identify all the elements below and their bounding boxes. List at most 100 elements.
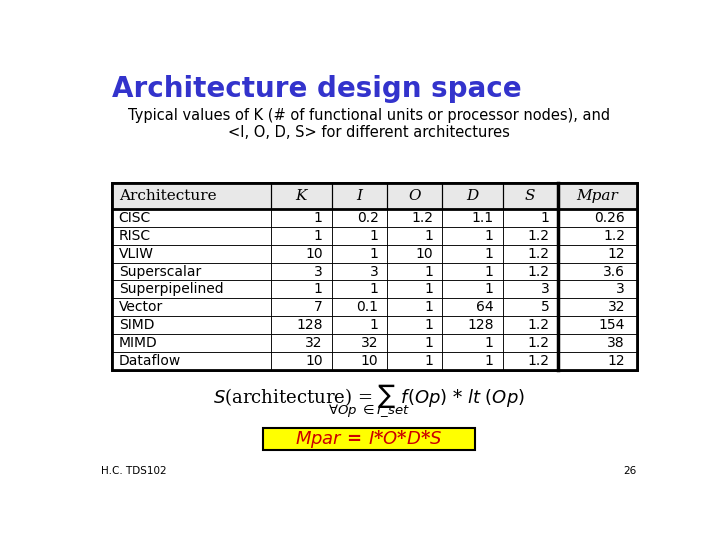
Bar [112,245,271,262]
Bar [503,316,557,334]
Text: SIMD: SIMD [119,319,154,333]
Bar [112,245,271,262]
Text: 1.2: 1.2 [527,228,549,242]
Text: 1.2: 1.2 [527,319,549,333]
Bar [557,208,637,227]
Text: 26: 26 [624,465,637,476]
Bar [441,227,503,245]
Text: 12: 12 [608,247,625,260]
Bar [503,183,557,208]
Bar [441,280,503,299]
Text: 3.6: 3.6 [603,265,625,279]
Text: S: S [525,189,536,203]
Text: 3: 3 [616,282,625,296]
Bar [332,299,387,316]
Text: 1: 1 [425,282,433,296]
Text: 1: 1 [369,228,379,242]
Text: 32: 32 [608,300,625,314]
Bar [387,316,441,334]
Bar [387,208,441,227]
Bar [112,316,271,334]
Bar [112,334,271,353]
Bar [271,245,332,262]
Bar [271,316,332,334]
Bar [271,227,332,245]
Text: $\it{S}$(architecture) = $\sum$ $\it{f(Op)}$ * $\it{lt}$ $\it{(Op)}$: $\it{S}$(architecture) = $\sum$ $\it{f(O… [213,382,525,410]
Bar [112,334,271,353]
Bar [441,334,503,353]
Bar [387,227,441,245]
Bar [441,208,503,227]
Bar [387,183,441,208]
Bar [441,353,503,370]
Text: 10: 10 [305,247,323,260]
Bar [503,299,557,316]
Text: 10: 10 [305,354,323,368]
Bar [503,334,557,353]
Text: Vector: Vector [119,300,163,314]
Bar [112,208,271,227]
Bar [332,316,387,334]
Bar [441,280,503,299]
Text: 1: 1 [425,319,433,333]
Bar [112,280,271,299]
Text: Superscalar: Superscalar [119,265,201,279]
Bar [557,245,637,262]
Text: 1: 1 [314,282,323,296]
Bar [387,280,441,299]
Text: 32: 32 [361,336,379,350]
Bar [503,299,557,316]
Bar [503,334,557,353]
Bar [112,280,271,299]
Text: 1: 1 [425,300,433,314]
Bar [332,316,387,334]
Bar [557,299,637,316]
Text: 128: 128 [296,319,323,333]
Bar [112,299,271,316]
Bar [332,262,387,280]
Bar [441,245,503,262]
Text: 1: 1 [485,354,493,368]
Bar [271,208,332,227]
Bar [557,280,637,299]
Text: 1: 1 [485,265,493,279]
Text: 1: 1 [541,211,549,225]
Text: K: K [296,189,307,203]
Bar [557,316,637,334]
Text: Architecture: Architecture [119,189,216,203]
Text: 0.26: 0.26 [594,211,625,225]
Bar [503,245,557,262]
Text: 1: 1 [485,228,493,242]
Bar [387,262,441,280]
Bar [112,353,271,370]
Bar [441,334,503,353]
Text: 5: 5 [541,300,549,314]
Bar [332,208,387,227]
Bar [503,208,557,227]
Bar [387,299,441,316]
Bar [441,262,503,280]
Bar [112,262,271,280]
Bar [557,227,637,245]
Text: CISC: CISC [119,211,151,225]
Text: $\it{Mpar}$ = $\it{I}$*$\it{O}$*$\it{D}$*$\it{S}$: $\it{Mpar}$ = $\it{I}$*$\it{O}$*$\it{D}$… [295,428,443,450]
Text: 0.2: 0.2 [356,211,379,225]
Bar [387,353,441,370]
Bar [271,183,332,208]
Bar [503,280,557,299]
Text: VLIW: VLIW [119,247,153,260]
Text: Architecture design space: Architecture design space [112,75,522,103]
Bar [503,183,557,208]
Bar [271,299,332,316]
Text: 1: 1 [369,247,379,260]
Text: Dataflow: Dataflow [119,354,181,368]
Text: 1: 1 [485,282,493,296]
Bar [387,208,441,227]
Bar [332,280,387,299]
Bar [557,299,637,316]
Bar [503,316,557,334]
Bar [503,353,557,370]
Bar [441,227,503,245]
Bar [271,334,332,353]
Text: 154: 154 [598,319,625,333]
